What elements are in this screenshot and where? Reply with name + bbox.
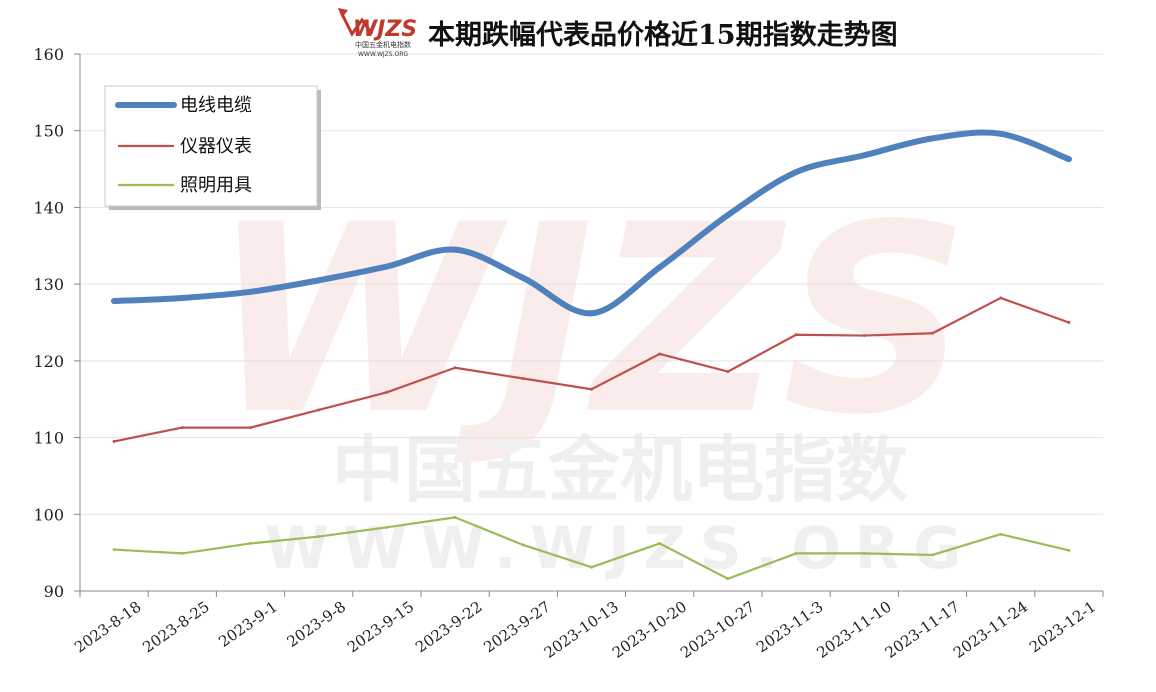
data-point-2-5 xyxy=(453,515,457,519)
data-point-1-4 xyxy=(385,390,389,394)
x-tick-label: 2023-9-8 xyxy=(284,598,350,651)
y-tick-label: 150 xyxy=(33,122,64,141)
x-tick-label: 2023-10-20 xyxy=(609,598,690,662)
data-point-0-9 xyxy=(724,212,731,219)
logo-arrow-icon xyxy=(340,13,374,37)
wjzs-logo: WJZS 中国五金机电指数 WWW.WJZS.ORG xyxy=(338,8,417,58)
data-point-2-2 xyxy=(249,541,252,545)
data-point-0-13 xyxy=(997,130,1004,137)
x-tick-label: 2023-9-15 xyxy=(344,598,417,657)
data-point-2-12 xyxy=(931,553,934,557)
x-tick-label: 2023-12-1 xyxy=(1026,598,1099,657)
watermark-line1: 中国五金机电指数 xyxy=(332,428,908,512)
data-point-2-9 xyxy=(726,577,730,581)
data-point-0-3 xyxy=(315,277,322,284)
legend-item-2: 照明用具 xyxy=(118,175,252,196)
x-tick-label: 2023-8-18 xyxy=(71,598,144,657)
data-point-0-6 xyxy=(520,275,527,282)
data-point-0-2 xyxy=(247,288,254,295)
y-tick-label: 110 xyxy=(33,429,64,448)
legend-item-0: 电线电缆 xyxy=(115,95,252,116)
data-point-0-11 xyxy=(861,152,868,159)
data-point-2-11 xyxy=(862,551,866,555)
legend: 电线电缆 仪器仪表 照明用具 xyxy=(104,85,321,210)
data-point-2-3 xyxy=(317,535,321,539)
legend-item-1: 仪器仪表 xyxy=(118,136,252,157)
data-point-1-3 xyxy=(317,408,321,412)
x-tick-label: 2023-9-22 xyxy=(412,598,485,657)
data-point-2-8 xyxy=(658,541,662,545)
data-point-0-4 xyxy=(383,263,390,270)
data-point-0-5 xyxy=(452,246,459,253)
data-point-2-4 xyxy=(385,525,389,529)
legend-label-1: 仪器仪表 xyxy=(180,136,252,157)
watermark-line2: WWW.WJZS.ORG xyxy=(265,514,975,582)
data-point-1-1 xyxy=(180,426,184,430)
data-point-1-10 xyxy=(794,333,798,337)
legend-label-0: 电线电缆 xyxy=(180,95,252,116)
y-tick-label: 160 xyxy=(33,45,64,64)
data-point-1-11 xyxy=(862,334,866,338)
data-point-1-14 xyxy=(1067,321,1071,324)
data-point-1-7 xyxy=(590,387,593,391)
legend-label-2: 照明用具 xyxy=(180,175,252,196)
data-point-1-8 xyxy=(658,352,662,356)
data-point-1-0 xyxy=(112,439,116,443)
data-point-2-7 xyxy=(590,565,593,569)
y-tick-label: 130 xyxy=(33,275,64,294)
data-point-2-14 xyxy=(1067,548,1071,552)
data-point-0-0 xyxy=(111,298,118,305)
data-point-1-6 xyxy=(521,377,525,381)
x-tick-label: 2023-10-13 xyxy=(541,598,622,662)
y-tick-label: 120 xyxy=(33,352,64,371)
watermark: WJZS 中国五金机电指数 WWW.WJZS.ORG xyxy=(210,170,975,582)
data-point-2-0 xyxy=(112,548,116,552)
chart-title: 本期跌幅代表品价格近15期指数走势图 xyxy=(428,20,898,51)
logo-url: WWW.WJZS.ORG xyxy=(358,51,408,58)
data-point-1-2 xyxy=(249,426,252,430)
data-point-0-1 xyxy=(179,294,186,301)
x-tick-label: 2023-11-17 xyxy=(882,598,963,662)
x-tick-label: 2023-9-1 xyxy=(215,598,281,651)
data-point-1-9 xyxy=(726,370,730,374)
watermark-logo: WJZS xyxy=(210,170,969,472)
logo-subtext: 中国五金机电指数 xyxy=(355,40,411,49)
data-point-2-6 xyxy=(521,543,525,547)
series-lines xyxy=(111,129,1072,581)
logo-arrowhead-icon xyxy=(338,8,348,18)
y-axis-ticks: 90 100 110 120 130 140 150 160 xyxy=(33,45,80,601)
data-point-1-12 xyxy=(931,331,934,335)
data-point-1-5 xyxy=(453,366,457,370)
x-tick-label: 2023-11-10 xyxy=(814,598,895,662)
y-tick-label: 90 xyxy=(44,582,64,601)
data-point-0-12 xyxy=(929,135,936,142)
data-point-0-10 xyxy=(793,169,800,176)
x-tick-label: 2023-8-25 xyxy=(139,598,212,657)
data-point-0-8 xyxy=(656,264,663,271)
y-tick-label: 140 xyxy=(33,198,64,217)
axes xyxy=(79,54,1103,592)
logo-text: WJZS xyxy=(353,17,417,42)
x-tick-label: 2023-11-24 xyxy=(950,598,1031,662)
data-point-2-10 xyxy=(794,551,798,555)
data-point-0-14 xyxy=(1065,156,1072,163)
data-point-2-1 xyxy=(180,551,184,555)
data-point-1-13 xyxy=(999,296,1003,300)
data-point-0-7 xyxy=(588,310,595,317)
header: WJZS 中国五金机电指数 WWW.WJZS.ORG 本期跌幅代表品价格近15期… xyxy=(338,8,898,58)
y-tick-label: 100 xyxy=(33,505,64,524)
data-point-2-13 xyxy=(999,532,1003,536)
x-tick-label: 2023-10-27 xyxy=(677,598,758,662)
